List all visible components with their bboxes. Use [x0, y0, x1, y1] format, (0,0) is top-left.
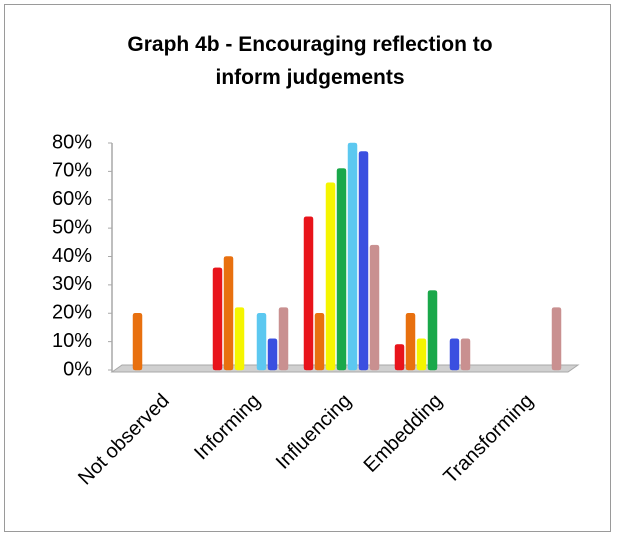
bar [460, 338, 471, 371]
bar [369, 244, 380, 371]
bar [358, 151, 369, 371]
bar [314, 313, 325, 371]
bar [336, 168, 347, 371]
x-tick-label: Not observed [74, 390, 174, 490]
bar [256, 313, 267, 371]
y-tick-label: 80% [52, 131, 92, 153]
bar [223, 256, 234, 371]
bar [234, 307, 245, 371]
y-tick-label: 70% [52, 160, 92, 182]
bar [416, 338, 427, 371]
y-tick-label: 30% [52, 273, 92, 295]
bar [212, 267, 223, 371]
chart-frame [4, 4, 611, 532]
bar [551, 307, 562, 371]
chart-title: Graph 4b - Encouraging reflection to inf… [127, 33, 493, 89]
bar [325, 182, 336, 371]
bar [303, 216, 314, 371]
bar [347, 142, 358, 371]
x-tick-label: Influencing [272, 390, 356, 474]
bar [405, 313, 416, 371]
bar [427, 290, 438, 371]
y-tick-label: 10% [52, 330, 92, 352]
y-tick-label: 60% [52, 188, 92, 210]
bar [394, 344, 405, 371]
x-tick-label: Embedding [360, 390, 447, 477]
bar [449, 338, 460, 371]
bar [267, 338, 278, 371]
y-tick-label: 20% [52, 302, 92, 324]
y-tick-label: 40% [52, 245, 92, 267]
y-tick-label: 0% [63, 358, 92, 380]
x-tick-label: Informing [190, 390, 265, 465]
y-tick-label: 50% [52, 216, 92, 238]
x-tick-label: Transforming [439, 390, 537, 488]
bar [278, 307, 289, 371]
bar [132, 313, 143, 371]
